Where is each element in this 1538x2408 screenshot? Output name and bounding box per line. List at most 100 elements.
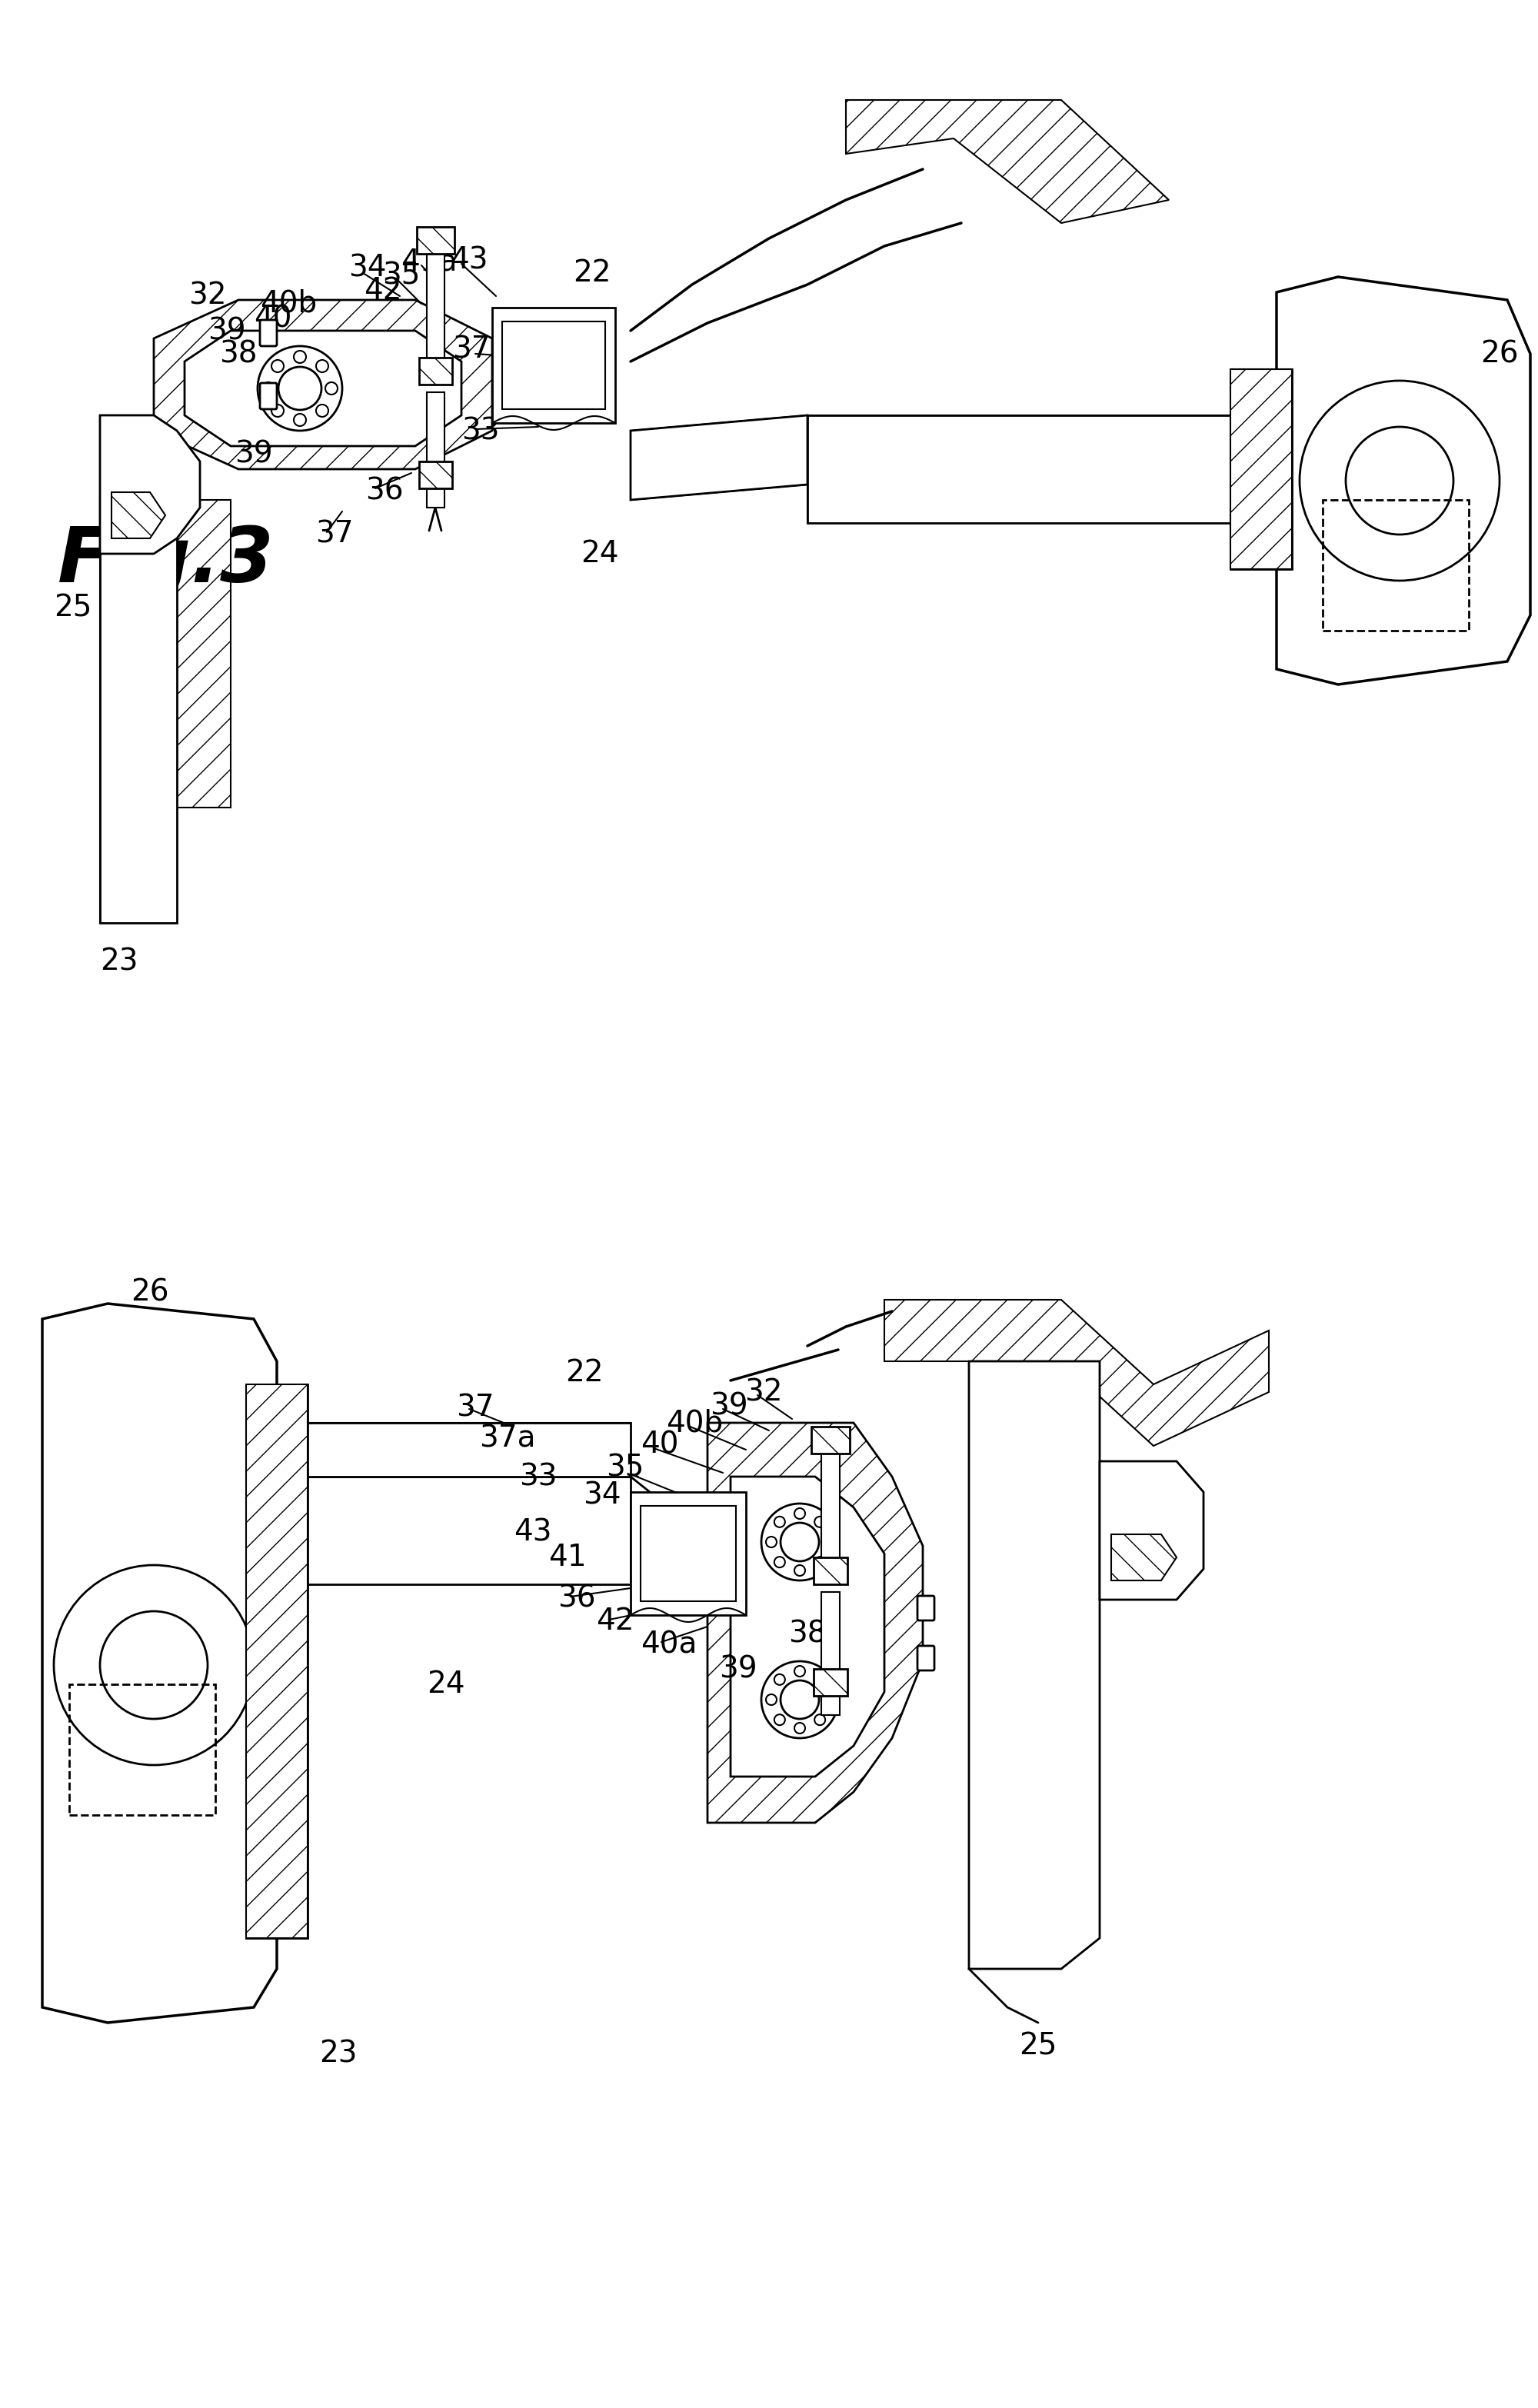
Circle shape bbox=[781, 1522, 818, 1560]
Polygon shape bbox=[417, 226, 455, 253]
Polygon shape bbox=[269, 1476, 631, 1584]
Text: Fig.3: Fig.3 bbox=[58, 525, 274, 600]
Polygon shape bbox=[969, 1361, 1100, 1970]
Polygon shape bbox=[821, 1438, 840, 1577]
Circle shape bbox=[815, 1714, 826, 1724]
Text: 23: 23 bbox=[100, 946, 138, 975]
Circle shape bbox=[823, 1536, 834, 1548]
Text: 40: 40 bbox=[254, 303, 292, 335]
Polygon shape bbox=[43, 1303, 277, 2023]
Circle shape bbox=[1346, 426, 1453, 535]
Circle shape bbox=[315, 405, 328, 417]
Bar bbox=[1323, 501, 1469, 631]
Text: 33: 33 bbox=[520, 1462, 557, 1491]
Polygon shape bbox=[807, 414, 1246, 523]
Polygon shape bbox=[814, 1669, 847, 1695]
Circle shape bbox=[294, 414, 306, 426]
Text: 35: 35 bbox=[606, 1452, 644, 1481]
Circle shape bbox=[54, 1565, 254, 1765]
Polygon shape bbox=[100, 501, 231, 922]
Circle shape bbox=[815, 1517, 826, 1527]
Text: 39: 39 bbox=[711, 1392, 747, 1421]
Text: 26: 26 bbox=[131, 1279, 169, 1308]
Circle shape bbox=[794, 1722, 806, 1734]
Circle shape bbox=[774, 1714, 784, 1724]
Text: 40: 40 bbox=[641, 1430, 678, 1459]
Circle shape bbox=[278, 366, 321, 409]
Text: 40b: 40b bbox=[666, 1409, 723, 1438]
Circle shape bbox=[823, 1695, 834, 1705]
Text: 38: 38 bbox=[220, 340, 257, 368]
Polygon shape bbox=[269, 1423, 631, 1476]
Polygon shape bbox=[269, 1476, 631, 1584]
Text: 34: 34 bbox=[583, 1481, 621, 1510]
Polygon shape bbox=[418, 462, 452, 489]
Polygon shape bbox=[492, 308, 615, 424]
Circle shape bbox=[294, 352, 306, 364]
Polygon shape bbox=[707, 1423, 923, 1823]
Text: 35: 35 bbox=[383, 260, 420, 289]
Text: 22: 22 bbox=[566, 1358, 603, 1387]
Text: 42: 42 bbox=[597, 1606, 634, 1635]
Text: 41: 41 bbox=[549, 1544, 586, 1572]
Text: 37a: 37a bbox=[480, 1423, 535, 1452]
Text: 40b: 40b bbox=[260, 289, 317, 318]
Circle shape bbox=[272, 405, 285, 417]
Text: 40a: 40a bbox=[641, 1630, 697, 1659]
Polygon shape bbox=[1277, 277, 1530, 684]
Polygon shape bbox=[814, 1558, 847, 1584]
Polygon shape bbox=[846, 101, 1169, 224]
Polygon shape bbox=[100, 501, 177, 922]
Polygon shape bbox=[631, 1493, 746, 1616]
Bar bbox=[69, 1683, 215, 1816]
Circle shape bbox=[774, 1556, 784, 1568]
Polygon shape bbox=[246, 1385, 308, 1938]
Polygon shape bbox=[100, 414, 200, 554]
Text: 33: 33 bbox=[461, 417, 500, 445]
Circle shape bbox=[1300, 380, 1500, 580]
Text: 26: 26 bbox=[1481, 340, 1518, 368]
Text: 37: 37 bbox=[457, 1392, 494, 1423]
Text: 23: 23 bbox=[320, 2040, 357, 2068]
Circle shape bbox=[774, 1674, 784, 1686]
Circle shape bbox=[258, 347, 341, 431]
FancyBboxPatch shape bbox=[260, 320, 277, 347]
Text: 43: 43 bbox=[514, 1517, 552, 1548]
Circle shape bbox=[794, 1565, 806, 1575]
Circle shape bbox=[272, 359, 285, 373]
Text: 39: 39 bbox=[208, 315, 246, 344]
Text: 25: 25 bbox=[54, 592, 92, 621]
Circle shape bbox=[100, 1611, 208, 1719]
Circle shape bbox=[326, 383, 338, 395]
Polygon shape bbox=[1100, 1462, 1203, 1599]
Polygon shape bbox=[43, 1303, 277, 2023]
Circle shape bbox=[766, 1536, 777, 1548]
Circle shape bbox=[261, 383, 274, 395]
Circle shape bbox=[761, 1503, 838, 1580]
Polygon shape bbox=[807, 414, 1246, 523]
Text: 32: 32 bbox=[744, 1377, 783, 1406]
Polygon shape bbox=[812, 1426, 849, 1454]
FancyBboxPatch shape bbox=[917, 1597, 935, 1621]
Polygon shape bbox=[1230, 368, 1292, 568]
Polygon shape bbox=[640, 1505, 737, 1601]
Text: 34: 34 bbox=[349, 253, 386, 282]
Circle shape bbox=[761, 1662, 838, 1739]
Text: 39: 39 bbox=[235, 438, 272, 470]
Polygon shape bbox=[1100, 1462, 1203, 1599]
Polygon shape bbox=[418, 359, 452, 385]
Text: Fig.2: Fig.2 bbox=[58, 1630, 274, 1707]
Polygon shape bbox=[269, 1423, 631, 1476]
Polygon shape bbox=[969, 1361, 1100, 1970]
Text: 36: 36 bbox=[366, 477, 403, 506]
Polygon shape bbox=[821, 1592, 840, 1714]
Text: 22: 22 bbox=[574, 258, 611, 287]
Polygon shape bbox=[631, 414, 807, 501]
Text: 38: 38 bbox=[789, 1621, 826, 1649]
Circle shape bbox=[794, 1507, 806, 1519]
Polygon shape bbox=[428, 238, 444, 376]
Text: 32: 32 bbox=[189, 282, 226, 311]
Text: 41a: 41a bbox=[401, 248, 457, 277]
Polygon shape bbox=[100, 414, 200, 554]
Polygon shape bbox=[1277, 277, 1530, 684]
